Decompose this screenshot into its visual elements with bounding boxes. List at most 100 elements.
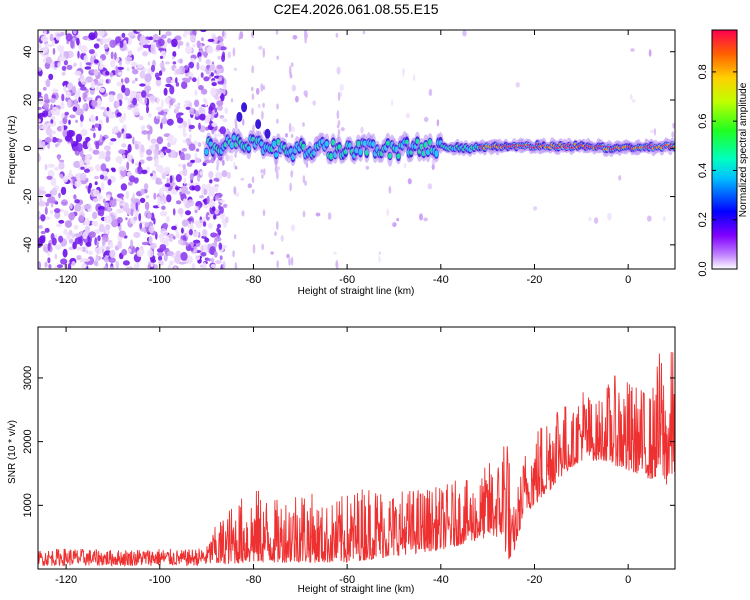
noise-blob: [103, 266, 108, 269]
speckle-blob: [392, 222, 397, 228]
speckle-blob: [258, 45, 263, 51]
noise-blob: [44, 261, 48, 268]
noise-blob: [97, 235, 101, 242]
noise-blob: [159, 152, 165, 159]
speckle-blob: [216, 165, 219, 171]
streak-blob: [274, 231, 277, 237]
colorbar-gradient: [711, 29, 738, 270]
noise-blob: [178, 261, 186, 265]
noise-blob: [107, 206, 112, 213]
noise-blob: [148, 225, 155, 234]
x-tick-label: -40: [433, 274, 449, 286]
noise-blob: [64, 220, 72, 228]
noise-blob: [104, 202, 110, 209]
track-core: [329, 153, 333, 160]
noise-blob: [54, 244, 62, 250]
track-core: [396, 153, 401, 159]
noise-blob: [85, 177, 89, 183]
noise-blob: [163, 108, 169, 113]
noise-blob: [136, 249, 144, 257]
streak-blob: [290, 256, 294, 266]
noise-blob: [194, 99, 200, 108]
noise-blob: [208, 171, 214, 179]
noise-blob: [125, 217, 128, 221]
speckle-blob: [396, 217, 400, 222]
noise-blob: [98, 209, 105, 217]
noise-blob: [73, 160, 81, 168]
noise-blob: [130, 201, 136, 211]
noise-blob: [180, 185, 188, 193]
noise-blob: [127, 143, 132, 153]
noise-blob: [144, 73, 152, 82]
streak-blob: [274, 166, 278, 173]
noise-blob: [83, 55, 89, 63]
noise-blob: [76, 142, 83, 152]
track-core: [324, 140, 329, 147]
noise-blob: [69, 169, 72, 177]
noise-blob: [67, 99, 72, 109]
noise-blob: [147, 213, 152, 219]
noise-blob: [157, 38, 165, 47]
noise-blob: [119, 116, 125, 124]
noise-blob: [100, 163, 107, 172]
noise-blob: [181, 148, 187, 152]
noise-blob: [177, 208, 184, 215]
noise-blob: [169, 98, 174, 106]
noise-blob: [120, 205, 123, 209]
noise-blob: [40, 214, 46, 222]
noise-blob: [62, 248, 68, 258]
noise-blob: [203, 76, 210, 82]
noise-blob: [121, 154, 126, 160]
noise-blob: [47, 163, 55, 168]
y-tick-label: -20: [22, 189, 34, 205]
noise-blob: [174, 255, 181, 264]
noise-blob: [172, 61, 177, 65]
noise-blob: [221, 159, 225, 166]
noise-blob: [133, 231, 141, 238]
noise-blob: [206, 46, 214, 54]
track-core: [434, 150, 439, 158]
noise-blob: [213, 239, 218, 248]
streak-blob: [261, 243, 265, 251]
noise-blob: [141, 130, 148, 135]
noise-blob: [221, 170, 228, 178]
noise-blob: [200, 88, 208, 95]
noise-blob: [121, 249, 128, 256]
spectrogram-panel: -120 -100 -80 -60 -40 -20 0 -40 -20 0 20 40 Height …: [7, 29, 676, 297]
noise-blob: [111, 168, 116, 173]
noise-blob: [132, 68, 139, 75]
noise-blob: [154, 72, 160, 79]
noise-blob: [218, 76, 222, 82]
noise-blob: [84, 225, 90, 234]
streak-blob: [233, 234, 237, 240]
noise-blob: [221, 54, 226, 62]
streak-blob: [276, 220, 279, 231]
noise-blob: [222, 221, 227, 228]
noise-blob: [121, 143, 127, 148]
noise-blob: [124, 96, 128, 101]
noise-blob: [146, 156, 153, 162]
noise-blob: [140, 188, 145, 195]
noise-blob: [123, 130, 126, 140]
noise-blob: [182, 167, 188, 177]
noise-blob: [165, 148, 172, 153]
noise-blob: [185, 242, 189, 247]
noise-blob: [209, 102, 216, 111]
noise-blob: [143, 39, 151, 44]
streak-blob: [251, 65, 254, 74]
noise-blob: [200, 30, 207, 33]
track-core: [385, 140, 390, 146]
noise-blob: [126, 67, 130, 72]
track-outlier: [264, 128, 271, 139]
noise-blob: [39, 196, 42, 203]
noise-blob: [163, 87, 168, 96]
noise-blob: [127, 248, 132, 253]
noise-blob: [102, 198, 106, 204]
noise-blob: [58, 219, 65, 224]
noise-blob: [207, 38, 215, 43]
speckle-blob: [240, 177, 245, 181]
noise-blob: [45, 202, 50, 207]
noise-blob: [118, 149, 126, 155]
noise-blob: [65, 91, 72, 98]
track-outlier: [255, 119, 262, 130]
